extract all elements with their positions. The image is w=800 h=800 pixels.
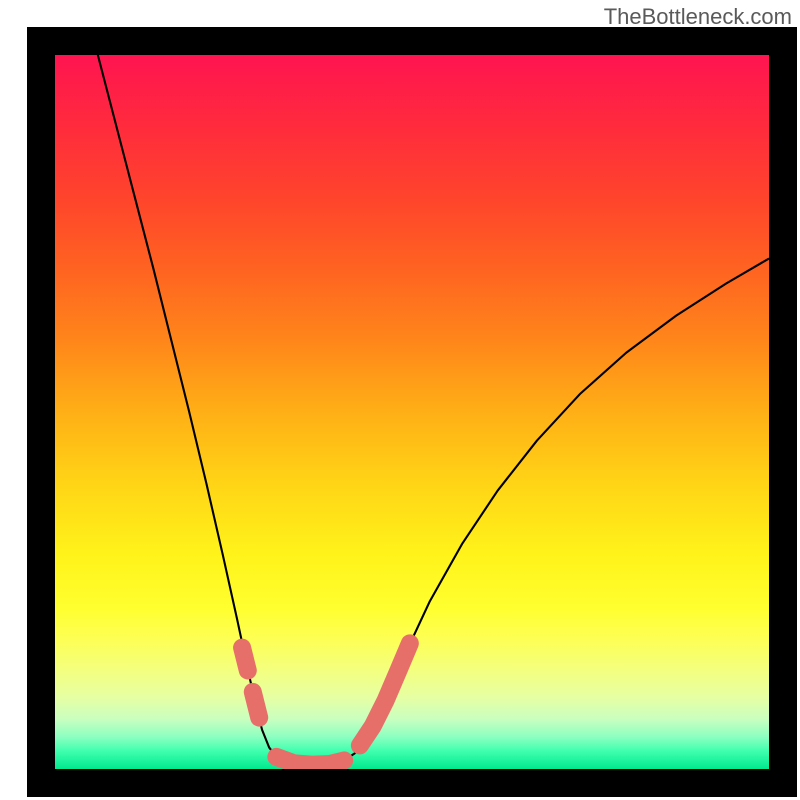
chart-container: TheBottleneck.com [0,0,800,800]
watermark-text: TheBottleneck.com [604,4,792,30]
overlay-floor-segment [276,757,344,765]
plot-background [55,55,769,769]
overlay-left-dot-upper [242,648,248,671]
overlay-left-dot-lower [253,692,259,718]
chart-svg [0,0,800,800]
